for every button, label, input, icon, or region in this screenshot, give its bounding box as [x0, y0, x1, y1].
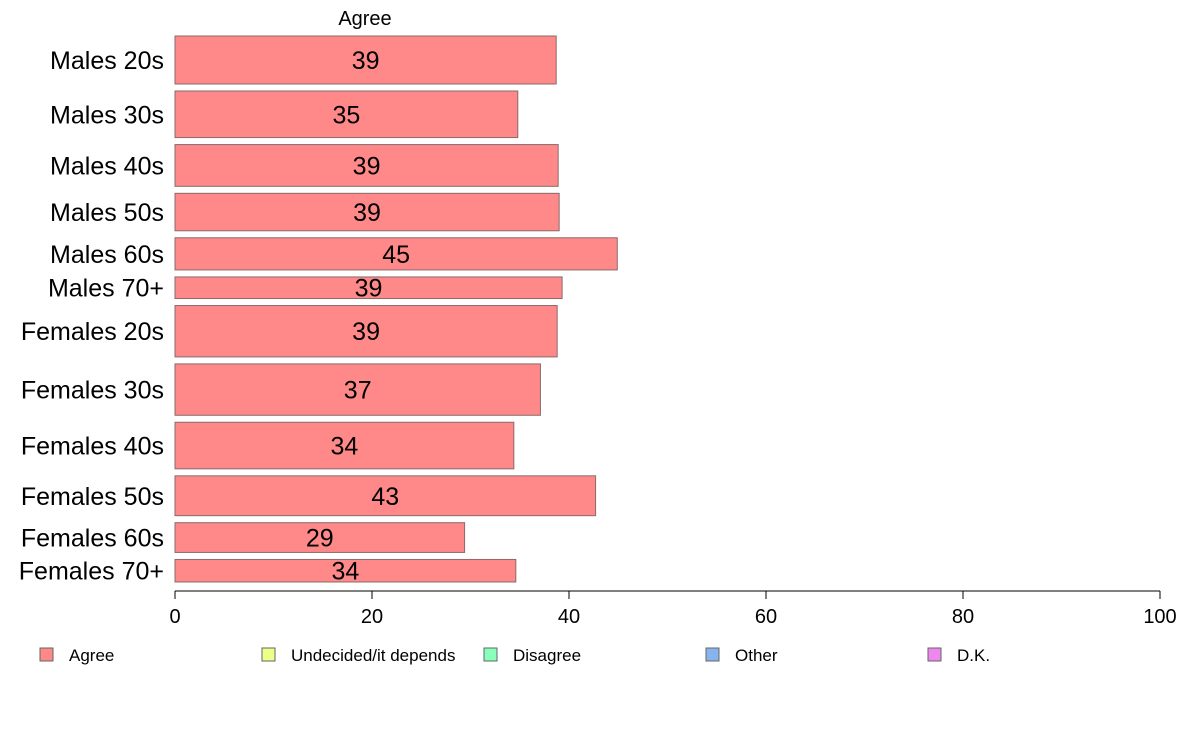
bar	[174, 558, 517, 583]
data-label: 29	[306, 525, 334, 553]
bar	[174, 90, 519, 139]
data-label: 39	[352, 47, 380, 75]
data-label: 45	[382, 241, 410, 269]
x-tick-label: 100	[1143, 606, 1176, 628]
x-axis: 0 20 40 60 80 100	[169, 590, 1177, 628]
category-label: Males 50s	[50, 199, 164, 227]
bar	[174, 144, 559, 187]
bars-group	[174, 35, 618, 583]
data-label: 39	[355, 275, 383, 303]
legend-label: Agree	[69, 646, 114, 665]
legend-label: Disagree	[513, 646, 581, 665]
category-label: Females 40s	[21, 433, 164, 461]
legend-swatch	[927, 647, 942, 662]
legend-swatch	[483, 647, 498, 662]
bar	[174, 363, 541, 416]
bar	[174, 522, 466, 553]
legend-label: Undecided/it depends	[291, 646, 455, 665]
category-label: Males 30s	[50, 101, 164, 129]
data-label: 34	[331, 558, 359, 586]
bar	[174, 276, 563, 300]
category-label: Males 70+	[48, 275, 164, 303]
bar	[174, 305, 558, 358]
legend-swatch	[39, 647, 54, 662]
x-tick-label: 0	[169, 606, 180, 628]
data-label: 35	[332, 101, 360, 129]
category-label: Females 70+	[19, 558, 164, 586]
legend-swatch	[261, 647, 276, 662]
category-label: Females 30s	[21, 377, 164, 405]
bar	[174, 192, 560, 232]
data-label: 39	[352, 318, 380, 346]
category-label: Females 50s	[21, 483, 164, 511]
legend-label: Other	[735, 646, 778, 665]
data-label: 43	[371, 483, 399, 511]
category-labels: Males 20s Males 30s Males 40s Males 50s Male…	[19, 47, 164, 586]
x-tick-label: 80	[952, 606, 974, 628]
data-label: 37	[344, 377, 372, 405]
category-label: Males 40s	[50, 152, 164, 180]
legend: Agree Undecided/it depends Disagree Other D.…	[39, 646, 990, 665]
x-tick-label: 60	[755, 606, 777, 628]
category-label: Males 60s	[50, 241, 164, 269]
bar	[174, 35, 557, 85]
category-label: Males 20s	[50, 47, 164, 75]
series-header: Agree	[338, 8, 391, 30]
data-label: 34	[331, 433, 359, 461]
data-label: 39	[353, 199, 381, 227]
x-tick-label: 20	[361, 606, 383, 628]
legend-label: D.K.	[957, 646, 990, 665]
category-label: Females 20s	[21, 318, 164, 346]
x-tick-label: 40	[558, 606, 580, 628]
legend-swatch	[705, 647, 720, 662]
data-label: 39	[353, 152, 381, 180]
bar	[174, 421, 515, 470]
bar	[174, 237, 618, 271]
bar	[174, 475, 597, 517]
category-label: Females 60s	[21, 525, 164, 553]
